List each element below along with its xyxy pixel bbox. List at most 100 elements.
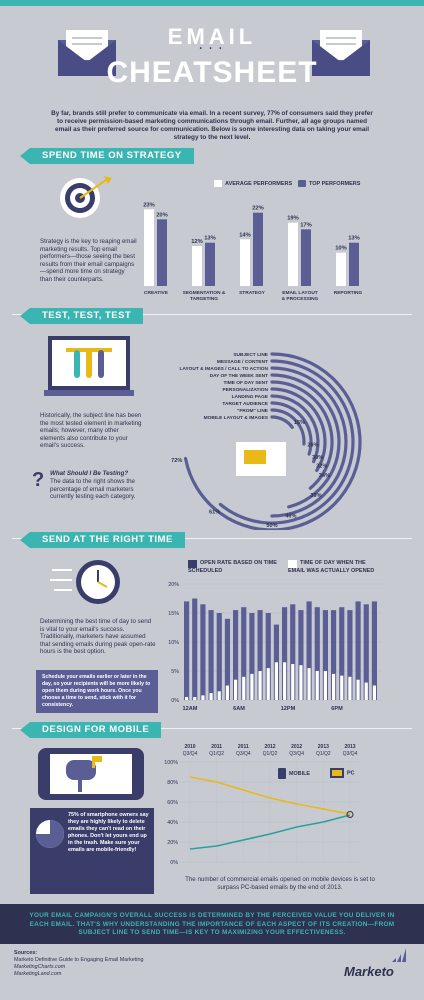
open-time-bar xyxy=(315,671,319,700)
bar-value-label: 14% xyxy=(239,232,251,238)
radial-value-label: 39% xyxy=(310,493,321,499)
open-time-bar xyxy=(340,675,344,700)
x-tick-label: 12AM xyxy=(183,706,198,712)
radial-arc-7 xyxy=(270,401,313,456)
header-top-bar xyxy=(0,0,424,6)
x-quarter-label: Q3/Q4 xyxy=(183,751,198,757)
bar-value-label: 13% xyxy=(348,236,360,242)
open-rate-bar xyxy=(216,613,222,700)
y-tick-label: 40% xyxy=(167,820,178,826)
open-rate-bar xyxy=(257,610,263,700)
test-question-title: What Should I Be Testing? xyxy=(50,470,129,477)
category-label: SEGMENTATION & xyxy=(183,290,226,296)
x-tick-label: 6AM xyxy=(233,706,245,712)
open-rate-bar xyxy=(363,604,369,700)
radial-category-label: PERSONALIZATION xyxy=(223,387,269,393)
radial-arc-3 xyxy=(270,373,341,509)
x-year-label: 2010 xyxy=(184,744,195,750)
radial-category-label: LANDING PAGE xyxy=(232,394,269,400)
testing-radial-chart: 72% SUBJECT LINE 61% MESSAGE / CONTENT 50% LA… xyxy=(171,352,362,530)
open-time-bar xyxy=(193,697,197,700)
open-rate-bar xyxy=(282,607,288,700)
pie-75-icon xyxy=(36,820,64,848)
svg-text:?: ? xyxy=(32,469,44,490)
radial-value-label: 34% xyxy=(319,473,330,479)
send-time-chart: 0% 5% 10% 15% 20% 12AM 6AM 12PM 6PM xyxy=(168,582,382,712)
radial-arc-1 xyxy=(218,359,355,525)
open-time-bar xyxy=(372,685,376,700)
open-rate-bar xyxy=(249,613,255,700)
open-rate-bar xyxy=(355,601,361,700)
y-tick-label: 100% xyxy=(164,760,178,766)
category-label: CREATIVE xyxy=(144,290,169,296)
radial-category-label: LAYOUT & IMAGES / CALL TO ACTION xyxy=(180,366,269,372)
envelope-center-flap xyxy=(244,450,266,464)
legend-open-time: TIME OF DAY WHEN THE EMAIL WAS ACTUALLY … xyxy=(288,560,384,575)
radial-category-label: TIME OF DAY SENT xyxy=(223,380,268,386)
category-label: STRATEGY xyxy=(239,290,266,296)
legend-open-time-label: TIME OF DAY WHEN THE EMAIL WAS ACTUALLY … xyxy=(288,560,375,574)
crossover-marker xyxy=(346,811,354,818)
open-time-bar xyxy=(185,697,189,700)
bar-value-label: 19% xyxy=(287,216,299,222)
sources-label: Sources: xyxy=(14,950,38,956)
y-tick-label: 20% xyxy=(168,582,179,588)
footer-band xyxy=(0,904,424,944)
open-time-bar xyxy=(217,691,221,700)
legend-top: TOP PERFORMERS xyxy=(298,180,360,187)
radial-category-label: SUBJECT LINE xyxy=(233,352,268,358)
x-year-label: 2013 xyxy=(318,744,329,750)
radial-category-label: MOBILE LAYOUT & IMAGES xyxy=(204,415,269,421)
y-tick-label: 80% xyxy=(167,780,178,786)
time-callout: Schedule your emails earlier or later in… xyxy=(36,670,158,713)
legend-mobile-label: MOBILE xyxy=(289,770,310,777)
x-year-label: 2012 xyxy=(264,744,275,750)
open-time-bar xyxy=(299,665,303,700)
legend-pc-label: PC xyxy=(347,770,355,777)
divider-1 xyxy=(12,314,412,315)
source-2: MarketingCharts.com xyxy=(14,964,66,970)
bar-value-label: 13% xyxy=(204,236,216,242)
mobile-callout-text: 75% of smartphone owners say they are hi… xyxy=(68,812,149,853)
envelope-right-icon xyxy=(312,30,370,76)
y-tick-label: 15% xyxy=(168,611,179,617)
bar-value-label: 23% xyxy=(143,202,155,208)
radial-arc-2 xyxy=(270,366,348,518)
divider-3 xyxy=(12,728,412,729)
radial-value-label: 30% xyxy=(312,455,323,461)
x-tick-label: 6PM xyxy=(331,706,343,712)
radial-value-label: 72% xyxy=(171,458,182,464)
bar-value-label: 17% xyxy=(300,222,312,228)
open-rate-bar xyxy=(273,624,279,700)
y-tick-label: 10% xyxy=(168,640,179,646)
bar-top-2 xyxy=(253,212,263,286)
open-rate-bar xyxy=(265,613,271,700)
title-dots: • • • xyxy=(199,46,225,52)
open-time-bar xyxy=(201,695,205,700)
radial-category-label: DAY OF THE WEEK SENT xyxy=(210,373,268,379)
bar-value-label: 20% xyxy=(156,212,168,218)
open-time-bar xyxy=(291,664,295,700)
bar-avg-2 xyxy=(240,239,250,286)
bar-value-label: 22% xyxy=(252,206,264,212)
open-rate-bar xyxy=(224,618,230,700)
y-tick-label: 20% xyxy=(167,840,178,846)
open-time-bar xyxy=(258,671,262,700)
open-time-bar xyxy=(225,685,229,700)
radial-arc-0 xyxy=(183,352,362,530)
intro-text: By far, brands still prefer to communica… xyxy=(51,110,373,141)
bar-avg-0 xyxy=(144,209,154,286)
y-tick-label: 0% xyxy=(171,698,179,704)
x-tick-label: 12PM xyxy=(281,706,296,712)
y-tick-label: 60% xyxy=(167,800,178,806)
bar-top-3 xyxy=(301,229,311,286)
title-top: EMAIL xyxy=(167,24,257,49)
open-rate-bar xyxy=(347,610,353,700)
marketo-logo-icon xyxy=(392,948,406,962)
line-pc xyxy=(189,776,351,815)
bar-value-label: 12% xyxy=(191,239,203,245)
x-quarter-label: Q1/Q2 xyxy=(263,751,278,757)
radial-value-label: 46% xyxy=(285,514,296,520)
radial-value-label: 15% xyxy=(294,420,305,426)
test-body: Historically, the subject line has been … xyxy=(40,412,142,449)
